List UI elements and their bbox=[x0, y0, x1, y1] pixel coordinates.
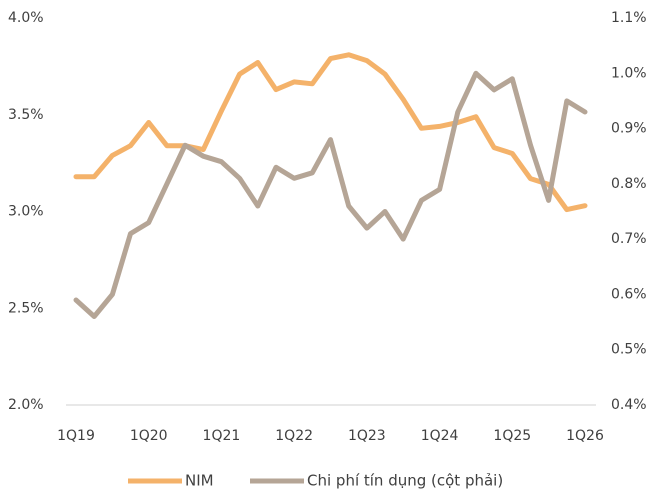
x-tick-label: 1Q20 bbox=[130, 428, 168, 444]
x-tick-label: 1Q19 bbox=[57, 428, 95, 444]
series-line bbox=[73, 52, 588, 213]
x-tick-label: 1Q26 bbox=[566, 428, 604, 444]
y2-tick-label: 0.7% bbox=[611, 231, 647, 247]
y2-tick-label: 0.6% bbox=[611, 286, 647, 302]
x-tick-label: 1Q21 bbox=[203, 428, 241, 444]
y-tick-label: 2.5% bbox=[8, 300, 44, 316]
y2-tick-label: 0.4% bbox=[611, 397, 647, 413]
y2-tick-label: 1.1% bbox=[611, 10, 647, 26]
y-tick-label: 2.0% bbox=[8, 397, 44, 413]
legend-label: NIM bbox=[185, 472, 214, 490]
y2-tick-label: 0.9% bbox=[611, 121, 647, 137]
y-tick-label: 3.5% bbox=[8, 107, 44, 123]
y2-tick-label: 1.0% bbox=[611, 65, 647, 81]
x-tick-label: 1Q23 bbox=[348, 428, 386, 444]
series-line bbox=[73, 70, 588, 319]
y-tick-label: 4.0% bbox=[8, 10, 44, 26]
legend-label: Chi phí tín dụng (cột phải) bbox=[307, 472, 503, 490]
y2-tick-label: 0.5% bbox=[611, 342, 647, 358]
x-tick-label: 1Q22 bbox=[275, 428, 313, 444]
x-tick-label: 1Q24 bbox=[421, 428, 459, 444]
x-tick-label: 1Q25 bbox=[493, 428, 531, 444]
y2-tick-label: 0.8% bbox=[611, 176, 647, 192]
y-tick-label: 3.0% bbox=[8, 204, 44, 220]
